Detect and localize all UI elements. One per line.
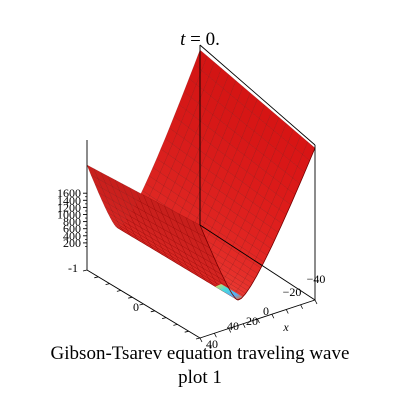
caption-line-2: plot 1 [178,367,222,388]
y-tick-mark [128,296,133,299]
x-tick-label: −40 [307,272,326,286]
figure-caption: Gibson-Tsarev equation traveling wave pl… [0,342,400,390]
z-tick-label: 400 [63,229,81,243]
trough-end-profile [199,147,316,301]
z-tick-label: 200 [63,236,81,250]
box-edge [199,224,316,301]
x-tick-mark [300,304,303,309]
y-tick-label-partial: 40 [206,337,218,351]
z-tick-label: 1000 [57,208,81,222]
x-tick-mark [271,314,275,319]
box-edge [199,44,316,146]
plot-title-variable: t [180,29,186,50]
y-tick-mark [139,303,144,306]
x-tick-mark [314,299,318,305]
y-tick-label: -1 [68,261,78,275]
surface-layer [86,49,316,301]
x-tick-mark [214,333,217,338]
x-tick-label: 0 [263,304,269,318]
y-tick-mark [105,283,110,285]
z-tick-label: 800 [63,215,81,229]
x-tick-mark [228,328,232,333]
z-tick-label: 1200 [57,200,81,214]
y-tick-mark [184,330,189,333]
z-tick-label: 1400 [57,193,81,207]
x-axis-label: x [282,320,289,334]
x-tick-mark [285,309,289,314]
y-tick-mark [162,317,167,319]
plot-title: t = 0. [0,29,400,51]
x-tick-mark [257,318,260,324]
x-tick-label: 20 [246,314,258,328]
x-tick-mark [242,323,246,328]
trough-minimum-band [215,284,243,300]
x-tick-label: 40 [227,319,239,333]
plot-title-value: = 0. [185,29,220,50]
z-tick-label: 1600 [57,186,81,200]
y-tick-label: 0 [133,300,139,314]
y-tick-mark [82,269,88,272]
y-tick-mark [116,290,121,292]
x-tick-label: −20 [283,285,302,299]
y-tick-mark [173,324,178,326]
z-tick-label: 600 [63,222,81,236]
x-tick-mark [199,337,203,343]
y-tick-mark [195,337,201,340]
caption-line-1: Gibson-Tsarev equation traveling wave [50,343,350,364]
y-tick-mark [94,276,99,279]
y-tick-mark [150,310,155,313]
